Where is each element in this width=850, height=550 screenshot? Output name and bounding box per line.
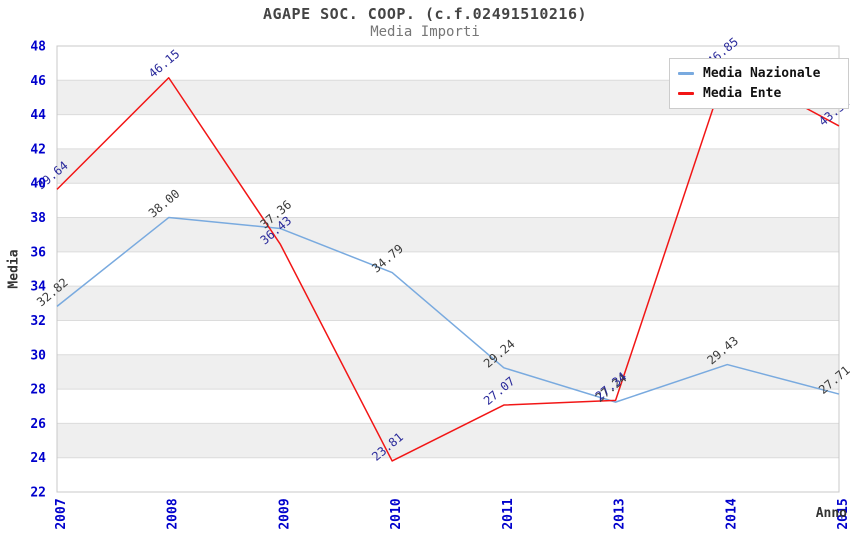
x-tick-label: 2009 <box>277 498 292 529</box>
grid-band <box>57 320 839 355</box>
x-tick-label: 2015 <box>836 498 850 529</box>
legend: Media Nazionale Media Ente <box>669 58 849 109</box>
grid-band <box>57 423 839 458</box>
legend-label: Media Ente <box>703 86 782 101</box>
y-tick-label: 26 <box>30 417 46 432</box>
y-tick-label: 32 <box>30 314 46 329</box>
y-tick-label: 28 <box>30 383 46 398</box>
x-tick-label: 2008 <box>166 498 181 529</box>
chart-title: AGAPE SOC. COOP. (c.f.02491510216) <box>262 5 588 23</box>
grid-band <box>57 251 839 287</box>
legend-item: Media Nazionale <box>678 66 848 81</box>
y-tick-label: 34 <box>30 280 46 295</box>
y-tick-label: 36 <box>30 245 46 260</box>
legend-swatch <box>678 92 694 95</box>
x-tick-label: 2014 <box>724 498 739 529</box>
legend-item: Media Ente <box>678 86 848 101</box>
y-tick-label: 44 <box>30 108 46 123</box>
grid-band <box>57 148 839 184</box>
grid-band <box>57 286 839 321</box>
y-tick-label: 38 <box>30 211 46 226</box>
y-tick-label: 48 <box>30 40 46 55</box>
x-tick-label: 2011 <box>501 498 516 529</box>
y-tick-label: 24 <box>30 451 46 466</box>
grid-band <box>57 114 839 149</box>
y-tick-label: 30 <box>30 348 46 363</box>
grid-band <box>57 183 839 218</box>
grid-band <box>57 389 839 424</box>
chart-subtitle: Media Importi <box>370 24 480 40</box>
y-axis-title: Media <box>6 249 22 289</box>
grid-band <box>57 217 839 252</box>
series-line-media-nazionale <box>56 216 840 403</box>
plot-border <box>56 45 840 493</box>
x-axis-title: Anno <box>815 506 847 521</box>
grid-band <box>57 354 839 390</box>
x-tick-label: 2007 <box>54 498 69 529</box>
y-tick-label: 22 <box>30 486 46 501</box>
series-line-media-ente <box>56 64 840 462</box>
legend-label: Media Nazionale <box>703 66 821 81</box>
y-tick-label: 42 <box>30 142 46 157</box>
y-tick-label: 46 <box>30 74 46 89</box>
legend-swatch <box>678 72 694 75</box>
x-tick-label: 2010 <box>389 498 404 529</box>
y-tick-label: 40 <box>30 177 46 192</box>
x-tick-label: 2013 <box>613 498 628 529</box>
grid-band <box>57 457 839 492</box>
